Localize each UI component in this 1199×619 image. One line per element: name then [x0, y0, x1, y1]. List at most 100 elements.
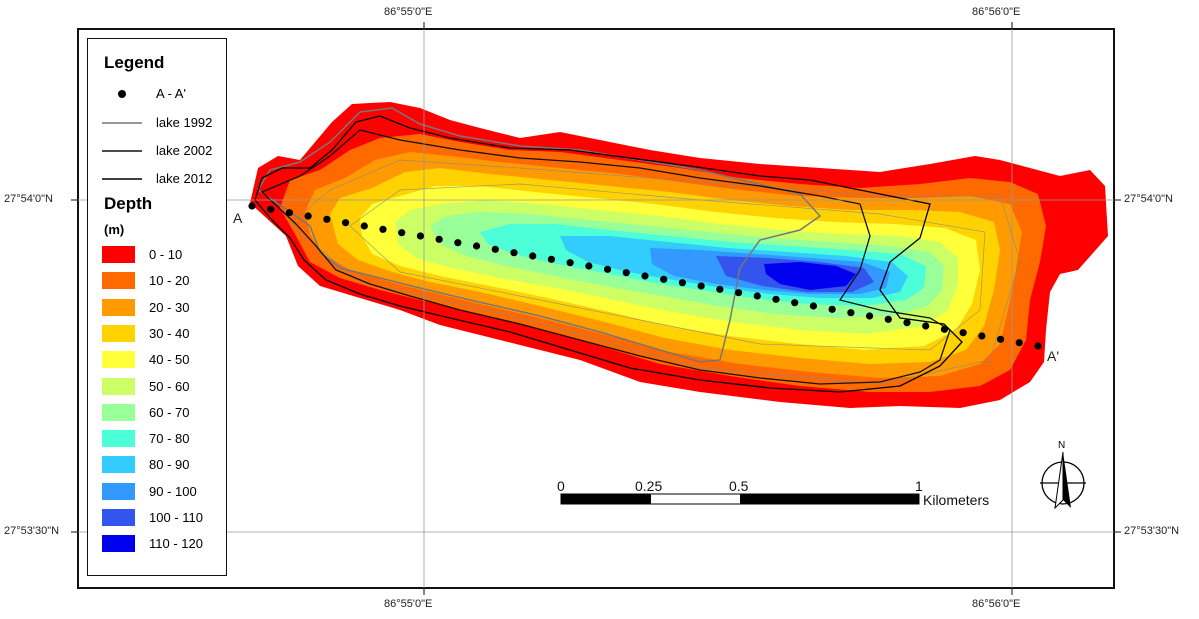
profile-dot — [996, 335, 1005, 343]
profile-dot — [641, 272, 649, 280]
profile-dot — [360, 222, 368, 230]
lon-label-top-left: 86°55'0"E — [384, 6, 433, 18]
depth-class-label: 110 - 120 — [149, 536, 203, 552]
profile-dot — [510, 249, 518, 257]
bathymetry-layers — [250, 102, 1108, 408]
depth-class-row: 60 - 70 — [102, 403, 190, 421]
depth-swatch — [102, 246, 135, 263]
profile-dot — [903, 319, 911, 327]
profile-dot — [472, 242, 481, 250]
lon-label-top-right: 86°56'0"E — [972, 6, 1021, 18]
profile-dot — [1015, 339, 1023, 347]
depth-110-120 — [764, 262, 856, 290]
depth-class-row: 20 - 30 — [102, 298, 190, 316]
profile-dot — [566, 259, 574, 267]
legend-lake-1992-label: lake 1992 — [156, 115, 213, 130]
line-2002-icon — [102, 145, 142, 157]
profile-dot — [697, 282, 705, 290]
profile-dot — [940, 325, 949, 333]
legend-lake-2002: lake 2002 — [102, 143, 212, 158]
profile-dot — [267, 205, 275, 213]
legend-lake-2012-label: lake 2012 — [156, 171, 213, 186]
lat-label-right-lower: 27°53'30"N — [1124, 525, 1180, 537]
scale-unit: Kilometers — [923, 492, 990, 508]
depth-swatch — [102, 456, 135, 474]
lat-label-right-upper: 27°54'0"N — [1124, 193, 1173, 205]
profile-dot — [454, 239, 462, 247]
profile-dot — [622, 269, 630, 277]
profile-dot — [678, 279, 687, 287]
depth-class-row: 40 - 50 — [102, 351, 189, 369]
depth-class-label: 50 - 60 — [149, 378, 190, 394]
profile-dot — [809, 302, 818, 310]
legend-title: Legend — [104, 53, 165, 72]
north-arrow-icon — [1040, 451, 1086, 510]
profile-dot — [416, 232, 425, 240]
profile-dot — [884, 315, 892, 323]
profile-start-label: A — [233, 210, 243, 226]
profile-dot — [865, 312, 874, 320]
depth-swatch — [102, 430, 135, 448]
legend-profile-label: A - A' — [156, 86, 186, 101]
profile-dot — [547, 255, 556, 263]
depth-class-row: 100 - 110 — [102, 509, 203, 526]
depth-class-label: 0 - 10 — [149, 247, 183, 262]
depth-class-row: 10 - 20 — [102, 272, 189, 290]
profile-dot — [847, 309, 855, 317]
depth-class-label: 20 - 30 — [149, 299, 190, 315]
graticule — [78, 29, 1114, 588]
depth-title: Depth — [104, 194, 153, 213]
profile-dot — [772, 295, 780, 303]
line-1992-icon — [102, 117, 142, 129]
profile-dot — [341, 219, 350, 227]
depth-class-row: 30 - 40 — [102, 324, 190, 342]
profile-dot — [379, 225, 387, 233]
profile-dot — [285, 209, 294, 217]
profile-dot — [398, 229, 406, 237]
scale-tick-1: 1 — [915, 478, 923, 494]
depth-class-row: 110 - 120 — [102, 535, 203, 553]
lat-label-left-upper: 27°54'0"N — [4, 193, 53, 205]
depth-class-label: 70 - 80 — [149, 431, 190, 447]
depth-class-label: 100 - 110 — [149, 510, 203, 525]
profile-dot-icon — [102, 88, 142, 100]
contour-lines — [289, 159, 1021, 385]
depth-class-label: 80 - 90 — [149, 457, 190, 473]
legend-lake-2012: lake 2012 — [102, 171, 212, 186]
depth-swatch — [102, 272, 135, 290]
profile-dot — [323, 215, 331, 223]
depth-class-row: 50 - 60 — [102, 377, 190, 395]
line-2012-icon — [102, 173, 142, 185]
depth-class-label: 60 - 70 — [149, 404, 190, 420]
profile-dot — [791, 299, 799, 307]
depth-class-row: 90 - 100 — [102, 482, 197, 500]
legend: Legend A - A' lake 1992 lake 2002 lake 2… — [87, 38, 227, 576]
depth-swatch — [102, 298, 135, 316]
depth-swatch — [102, 403, 135, 421]
depth-unit: (m) — [104, 222, 125, 237]
scale-tick-05: 0.5 — [729, 478, 749, 494]
depth-swatch — [102, 351, 135, 369]
depth-swatch — [102, 509, 135, 526]
profile-dot — [1034, 342, 1042, 350]
graticule-ticks — [71, 22, 1121, 595]
depth-class-label: 30 - 40 — [149, 325, 190, 341]
lon-label-bottom-left: 86°55'0"E — [384, 598, 433, 610]
profile-dot — [304, 212, 312, 220]
scale-bar — [560, 493, 920, 505]
profile-dot — [959, 329, 967, 337]
profile-dot — [978, 332, 986, 340]
lake-1992-outline — [256, 107, 822, 363]
lon-label-bottom-right: 86°56'0"E — [972, 598, 1021, 610]
profile-dot — [922, 322, 930, 330]
depth-class-row: 80 - 90 — [102, 456, 190, 474]
north-label: N — [1058, 440, 1066, 451]
legend-lake-2002-label: lake 2002 — [156, 143, 213, 158]
profile-dot — [716, 285, 724, 293]
depth-class-label: 90 - 100 — [149, 483, 197, 499]
scale-tick-0: 0 — [557, 478, 565, 494]
lake-2002-outline — [260, 129, 951, 385]
lat-label-left-lower: 27°53'30"N — [4, 525, 60, 537]
profile-dot — [585, 262, 593, 270]
